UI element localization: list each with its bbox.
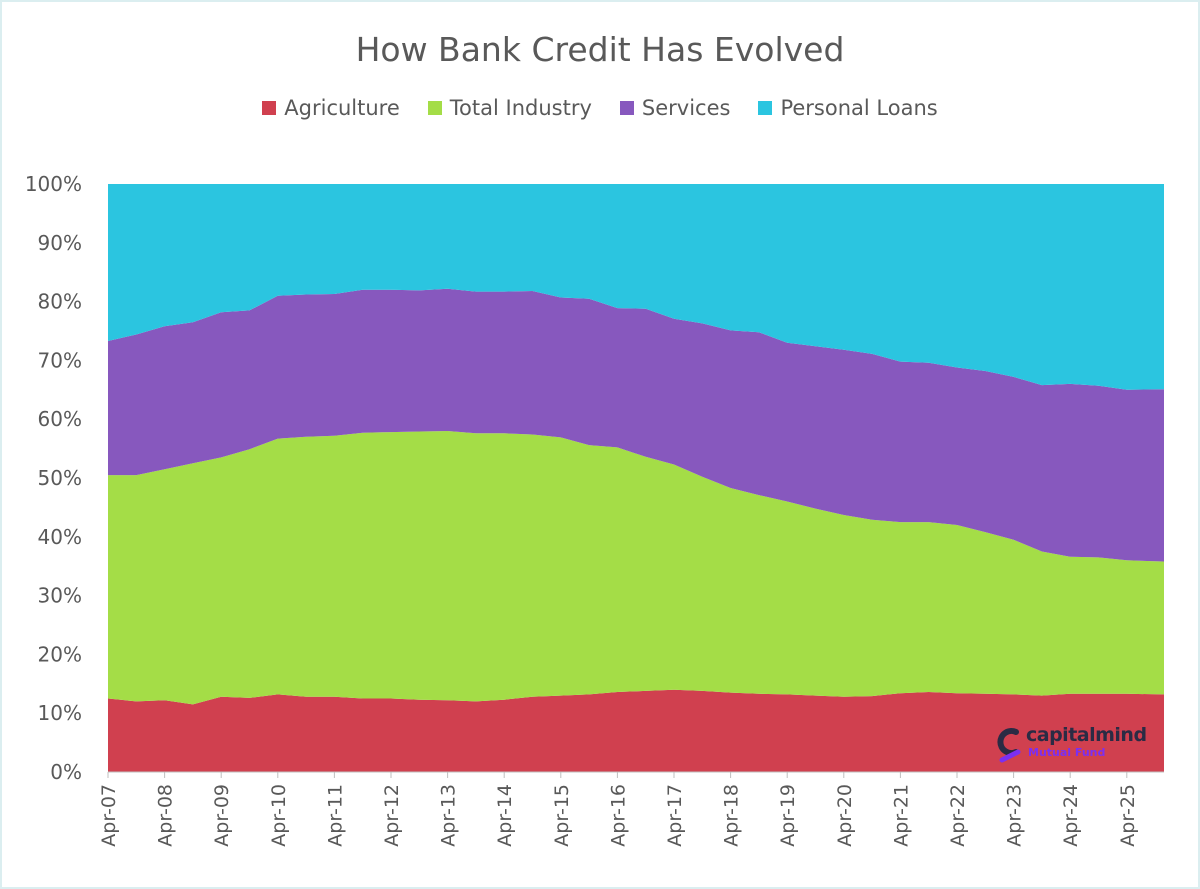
- area-total-industry: [108, 431, 1164, 705]
- legend-swatch-services: [619, 101, 634, 115]
- legend-swatch-total-industry: [427, 101, 442, 115]
- area-services: [108, 288, 1164, 562]
- logo-wordmark: capitalmind: [1026, 724, 1147, 746]
- y-tick-label: 90%: [38, 231, 82, 255]
- x-tick-label: Apr-13: [438, 784, 460, 847]
- legend-item-total-industry: Total Industry: [427, 96, 592, 120]
- x-tick-label: Apr-12: [381, 784, 403, 847]
- x-tick-label: Apr-07: [98, 784, 120, 847]
- legend-item-personal-loans: Personal Loans: [758, 96, 938, 120]
- legend-swatch-agriculture: [262, 101, 277, 115]
- y-tick-label: 40%: [38, 525, 82, 549]
- legend-label-total-industry: Total Industry: [449, 96, 592, 120]
- x-tick-label: Apr-22: [947, 784, 969, 847]
- y-tick-label: 70%: [38, 348, 82, 372]
- legend-swatch-personal-loans: [758, 101, 773, 115]
- x-tick-label: Apr-08: [155, 784, 177, 847]
- y-tick-label: 100%: [25, 172, 82, 196]
- logo-subtitle: Mutual Fund: [1028, 746, 1106, 759]
- legend-label-services: Services: [641, 96, 731, 120]
- x-tick-label: Apr-24: [1060, 784, 1082, 847]
- y-tick-label: 0%: [50, 760, 82, 784]
- capitalmind-logo-icon: [997, 728, 1021, 763]
- chart-legend: Agriculture Total Industry Services Pers…: [0, 96, 1200, 120]
- x-tick-label: Apr-10: [268, 784, 290, 847]
- y-tick-label: 20%: [38, 642, 82, 666]
- x-tick-label: Apr-16: [607, 784, 629, 847]
- x-tick-label: Apr-17: [664, 784, 686, 847]
- legend-label-agriculture: Agriculture: [284, 96, 400, 120]
- x-tick-label: Apr-15: [551, 784, 573, 847]
- legend-item-agriculture: Agriculture: [262, 96, 400, 120]
- x-tick-label: Apr-20: [834, 784, 856, 847]
- y-tick-label: 60%: [38, 407, 82, 431]
- x-tick-label: Apr-19: [777, 784, 799, 847]
- capitalmind-logo: capitalmind Mutual Fund: [996, 724, 1166, 764]
- y-tick-label: 10%: [38, 701, 82, 725]
- x-tick-label: Apr-09: [211, 784, 233, 847]
- area-agriculture: [108, 689, 1164, 772]
- y-tick-label: 50%: [38, 466, 82, 490]
- y-tick-label: 30%: [38, 584, 82, 608]
- legend-label-personal-loans: Personal Loans: [780, 96, 938, 120]
- area-personal-loans: [108, 184, 1164, 390]
- x-tick-label: Apr-18: [721, 784, 743, 847]
- x-tick-label: Apr-23: [1004, 784, 1026, 847]
- x-tick-label: Apr-25: [1117, 784, 1139, 847]
- x-tick-label: Apr-14: [494, 784, 516, 847]
- legend-item-services: Services: [619, 96, 731, 120]
- y-tick-label: 80%: [38, 290, 82, 314]
- chart-title: How Bank Credit Has Evolved: [355, 30, 845, 69]
- x-tick-label: Apr-11: [324, 784, 346, 847]
- x-tick-label: Apr-21: [890, 784, 912, 847]
